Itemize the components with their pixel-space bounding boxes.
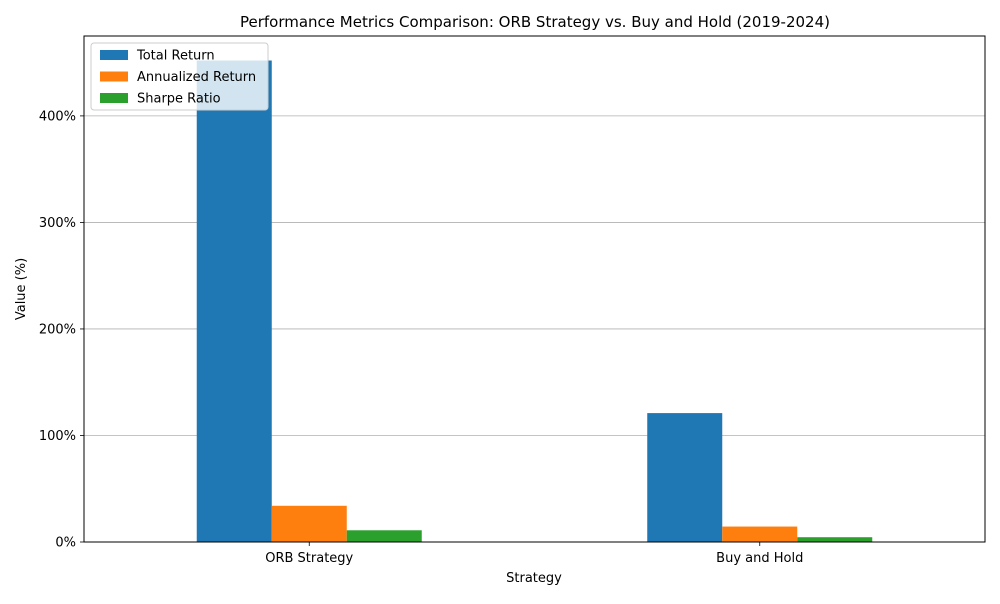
chart-title: Performance Metrics Comparison: ORB Stra… [240,13,830,31]
legend-label: Annualized Return [137,70,256,85]
x-axis-label: Strategy [506,571,562,586]
bar-total-return [647,413,723,542]
y-tick-label: 200% [39,322,76,337]
bar-annualized-return [722,526,798,542]
legend-box [90,42,269,111]
plot-frame [83,35,986,543]
bar-total-return [196,60,272,543]
x-tick-label: ORB Strategy [265,551,353,566]
legend-swatch [100,50,128,60]
legend: Total Return Annualized Return Sharpe Rati… [90,42,269,111]
legend-swatch [100,93,128,103]
bar-annualized-return [271,505,347,542]
legend-label: Total Return [136,49,215,64]
legend-swatch [100,71,128,82]
y-tick-label: 0% [55,536,76,551]
y-axis-label: Value (%) [14,258,29,320]
y-tick-label: 400% [39,109,76,124]
legend-label: Sharpe Ratio [137,92,221,107]
y-tick-label: 100% [39,429,76,444]
x-tick-label: Buy and Hold [716,551,803,566]
bar-sharpe-ratio [797,537,873,542]
y-tick-label: 300% [39,216,76,231]
bar-sharpe-ratio [346,530,422,542]
